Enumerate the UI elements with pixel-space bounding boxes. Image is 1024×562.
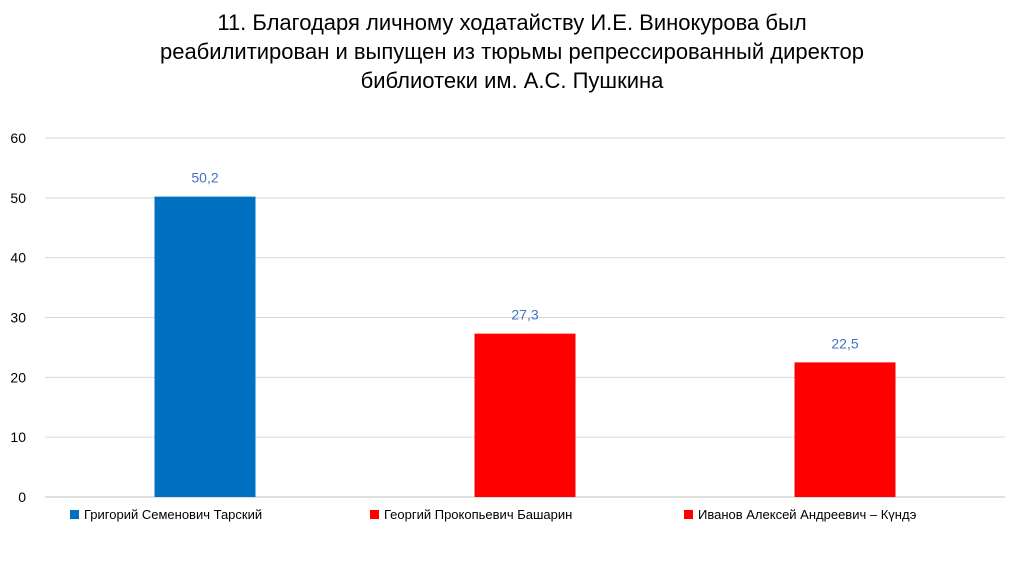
legend-swatch: [684, 510, 693, 519]
legend-swatch: [70, 510, 79, 519]
chart-title: 11. Благодаря личному ходатайству И.Е. В…: [0, 8, 1024, 95]
y-tick-label: 50: [10, 190, 26, 206]
data-label: 27,3: [511, 307, 538, 323]
legend-label: Иванов Алексей Андреевич – Күндэ: [698, 507, 917, 522]
chart-title-line: библиотеки им. А.С. Пушкина: [360, 68, 664, 93]
y-tick-label: 0: [18, 489, 26, 505]
data-label: 50,2: [191, 170, 218, 186]
y-tick-label: 30: [10, 310, 26, 326]
data-label: 22,5: [831, 335, 858, 351]
y-tick-label: 20: [10, 369, 26, 385]
bar: [794, 362, 896, 497]
legend-label: Георгий Прокопьевич Башарин: [384, 507, 572, 522]
y-tick-label: 40: [10, 250, 26, 266]
bar: [154, 196, 256, 498]
y-tick-label: 60: [10, 130, 26, 146]
chart-title-line: 11. Благодаря личному ходатайству И.Е. В…: [217, 10, 807, 35]
bar: [474, 333, 576, 497]
y-tick-label: 10: [10, 429, 26, 445]
legend-label: Григорий Семенович Тарский: [84, 507, 262, 522]
legend-swatch: [370, 510, 379, 519]
chart-title-line: реабилитирован и выпущен из тюрьмы репре…: [159, 39, 865, 64]
